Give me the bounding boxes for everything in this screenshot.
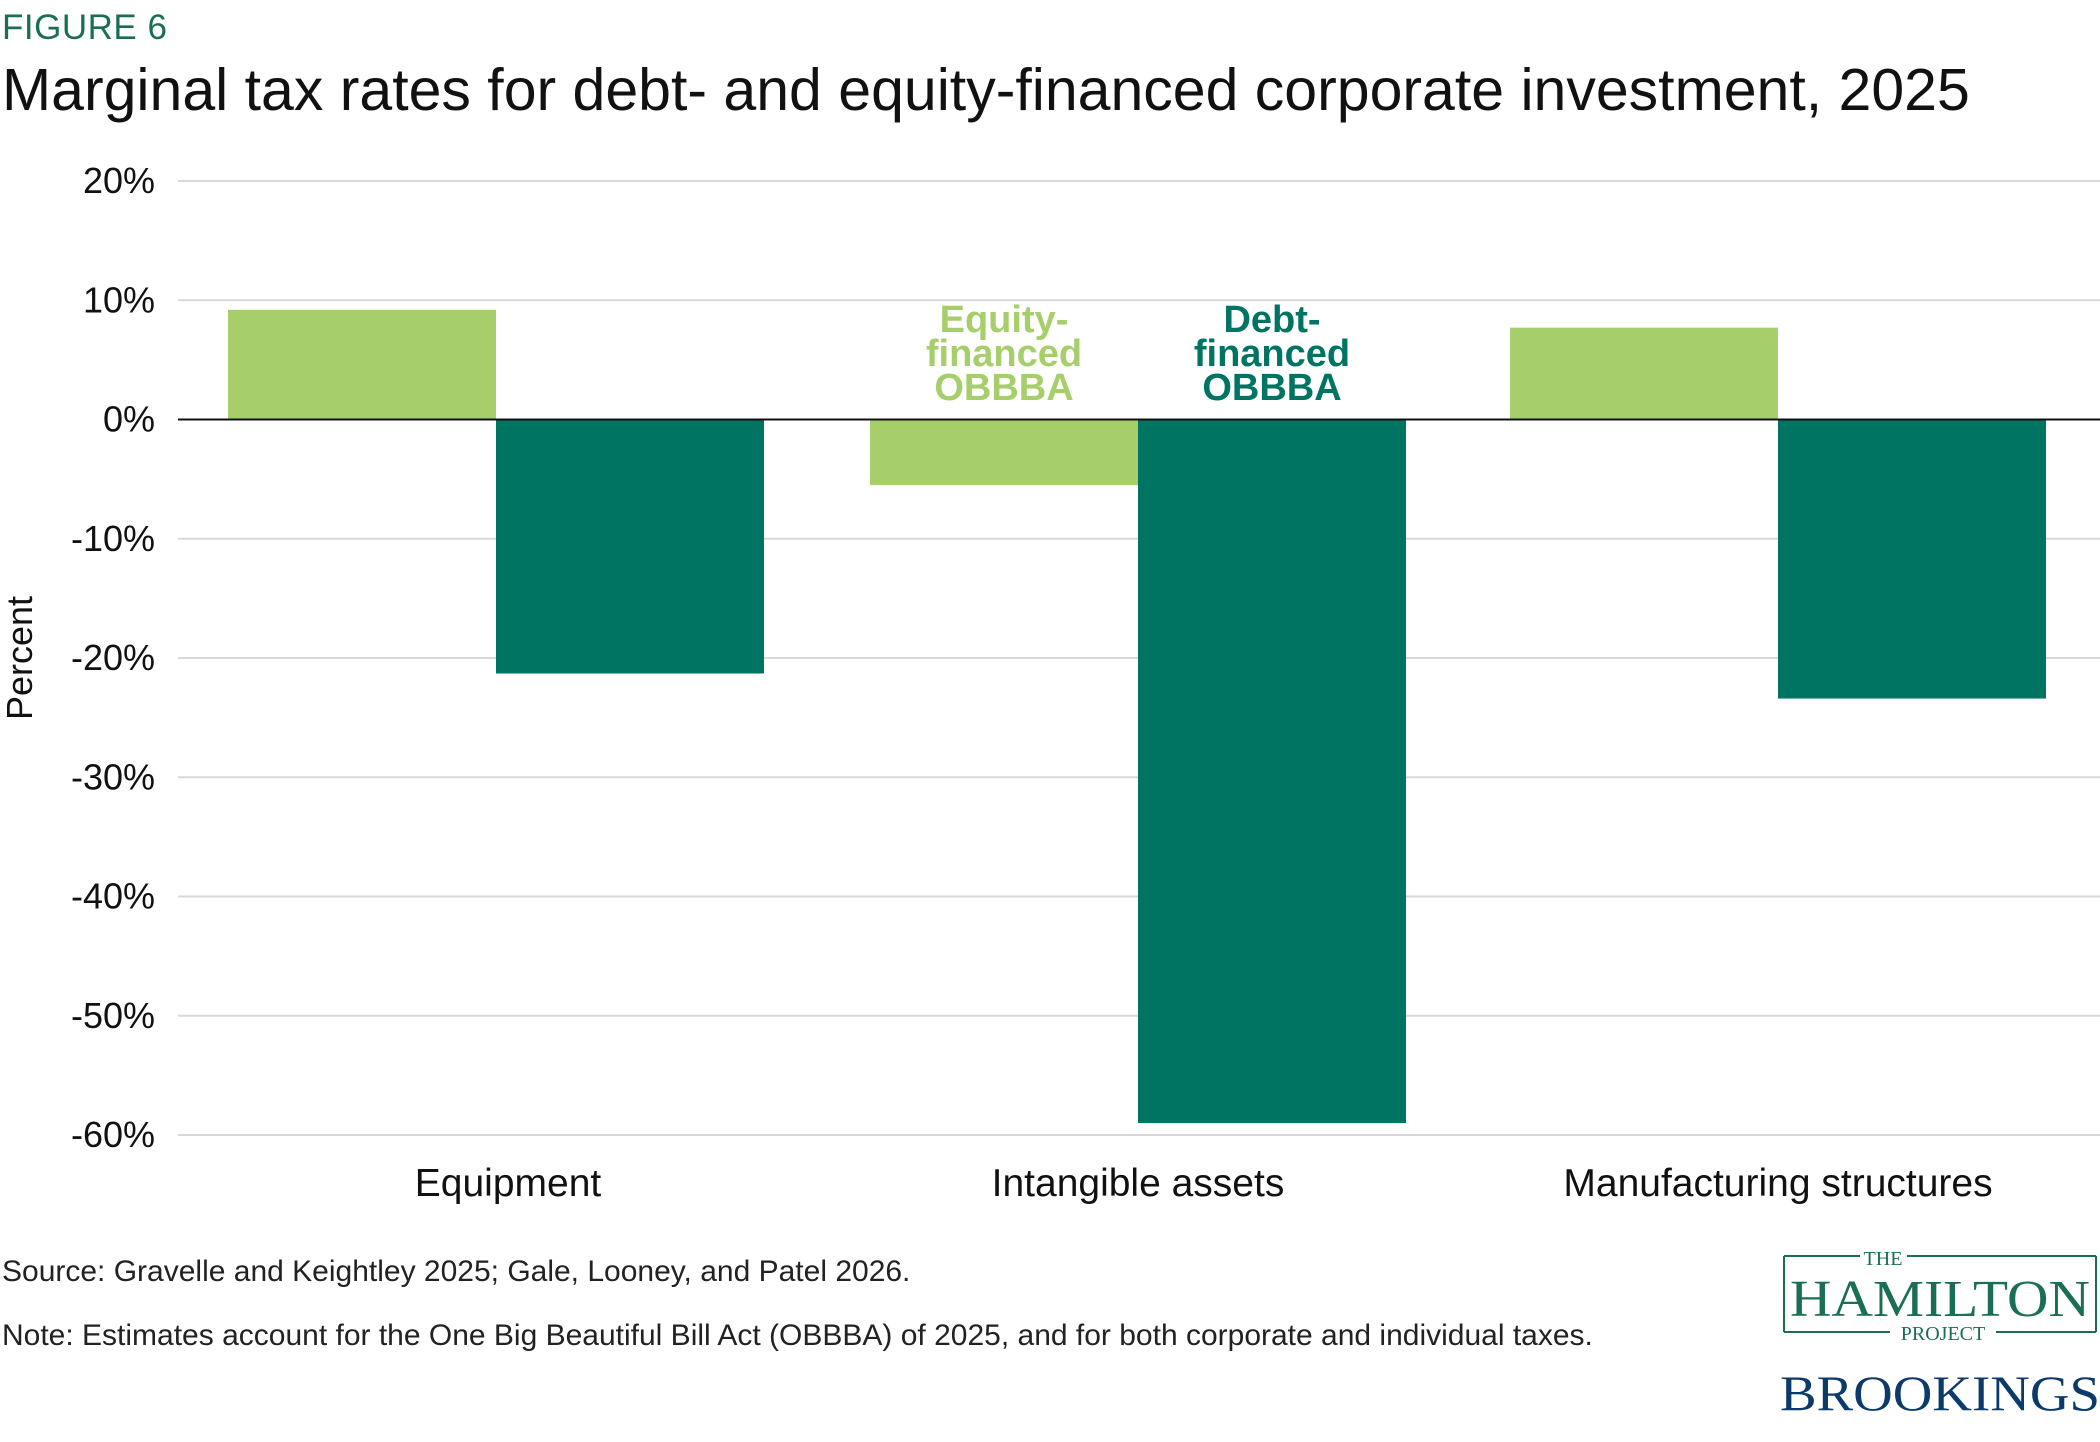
series-label-equity: OBBBA	[934, 367, 1073, 409]
y-tick-label: -30%	[71, 756, 155, 797]
series-label-debt: Debt-	[1223, 299, 1320, 341]
bar-debt-2	[1778, 419, 2046, 699]
logo-hamilton: HAMILTON	[1790, 1271, 2090, 1328]
bar-equity-1	[870, 419, 1138, 486]
figure-label: FIGURE 6	[2, 8, 168, 47]
x-tick-label: Equipment	[415, 1162, 602, 1205]
series-label-debt: OBBBA	[1202, 367, 1341, 409]
hamilton-brookings-logo: THE HAMILTON PROJECT BROOKINGS	[1780, 1248, 2100, 1421]
source-note: Source: Gravelle and Keightley 2025; Gal…	[2, 1255, 911, 1288]
logo-the: THE	[1864, 1248, 1903, 1270]
series-label-debt: financed	[1194, 333, 1350, 375]
x-tick-label: Intangible assets	[992, 1162, 1285, 1205]
logo-brookings: BROOKINGS	[1780, 1365, 2100, 1421]
series-label-equity: financed	[926, 333, 1082, 375]
y-tick-label: -40%	[71, 876, 155, 917]
bar-debt-0	[496, 419, 764, 674]
bar-equity-2	[1510, 327, 1778, 420]
y-tick-label: -50%	[71, 995, 155, 1036]
y-tick-label: 10%	[83, 279, 155, 320]
y-tick-label: -10%	[71, 518, 155, 559]
bar-equity-0	[228, 309, 496, 420]
y-tick-label: 20%	[83, 160, 155, 201]
chart-title: Marginal tax rates for debt- and equity-…	[2, 57, 1970, 123]
y-tick-label: -20%	[71, 637, 155, 678]
logo-project: PROJECT	[1901, 1323, 1985, 1345]
bars	[228, 309, 2046, 1124]
bar-chart: 20% 10% 0% -10% -20% -30% -40% -50% -60% Percent E…	[0, 160, 2100, 1205]
y-tick-label: 0%	[103, 399, 155, 440]
footnote: Note: Estimates account for the One Big …	[2, 1319, 1593, 1352]
bar-debt-1	[1138, 419, 1406, 1124]
axes: 20% 10% 0% -10% -20% -30% -40% -50% -60% Percent E…	[0, 160, 2100, 1205]
y-axis-label: Percent	[0, 596, 40, 720]
series-label-equity: Equity-	[940, 299, 1069, 341]
x-tick-label: Manufacturing structures	[1563, 1162, 1992, 1205]
y-tick-label: -60%	[71, 1114, 155, 1155]
